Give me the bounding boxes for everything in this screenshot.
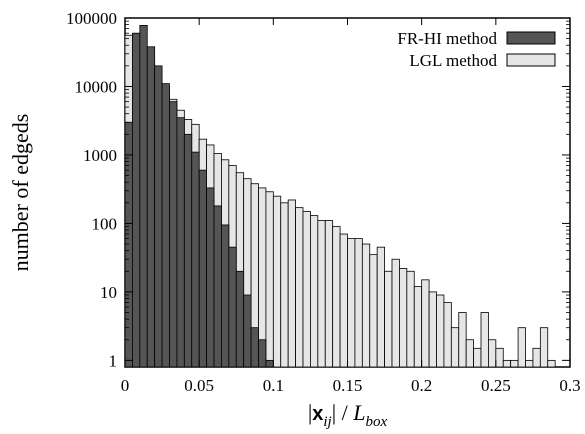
bar-lgl — [369, 254, 378, 368]
bar-lgl — [547, 359, 556, 368]
bar-lgl — [391, 258, 400, 368]
bar-fr-hi — [146, 46, 156, 368]
bar-lgl — [339, 233, 348, 368]
bar-lgl — [413, 286, 423, 368]
bar-lgl — [354, 238, 363, 368]
bar-lgl — [272, 195, 282, 368]
x-tick-label: 0.3 — [559, 376, 580, 395]
bar-fr-hi — [198, 169, 207, 368]
bar-fr-hi — [139, 24, 148, 368]
bar-lgl — [480, 312, 489, 368]
bar-lgl — [310, 215, 319, 368]
bar-lgl — [450, 327, 460, 368]
bar-fr-hi — [258, 339, 267, 368]
x-tick-label: 0.25 — [481, 376, 511, 395]
legend-label-fr-hi: FR-HI method — [397, 29, 497, 48]
bar-fr-hi — [250, 327, 259, 368]
bar-lgl — [295, 207, 304, 368]
bars-layer — [124, 24, 556, 368]
bar-lgl — [324, 220, 334, 368]
legend-swatch-lgl — [506, 53, 556, 67]
bar-lgl — [265, 191, 274, 368]
bar-fr-hi — [124, 121, 133, 368]
bar-lgl — [465, 339, 474, 368]
bar-lgl — [421, 279, 430, 368]
bar-fr-hi — [235, 270, 245, 368]
y-tick-label: 10 — [100, 283, 117, 302]
bar-fr-hi — [228, 246, 237, 368]
bar-fr-hi — [265, 359, 274, 368]
bar-lgl — [458, 312, 467, 368]
bar-lgl — [399, 268, 408, 368]
bar-fr-hi — [132, 32, 141, 368]
y-tick-label: 100000 — [66, 9, 117, 28]
bar-lgl — [406, 270, 415, 368]
bar-lgl — [428, 291, 437, 368]
x-tick-label: 0 — [121, 376, 130, 395]
bar-lgl — [517, 327, 526, 368]
bar-fr-hi — [191, 151, 200, 368]
bar-lgl — [317, 220, 326, 368]
bar-fr-hi — [169, 101, 178, 368]
ticks-layer: 0 0.05 0.1 0.15 0.2 0.25 0.3 1 10 100 1000 10000 100… — [66, 9, 581, 395]
bar-lgl — [539, 327, 549, 368]
bar-lgl — [436, 294, 445, 368]
x-axis-label: |xij| / Lbox — [308, 400, 388, 430]
bar-lgl — [510, 359, 519, 368]
bar-lgl — [332, 226, 341, 368]
bar-lgl — [488, 339, 497, 368]
y-tick-label: 10000 — [75, 77, 118, 96]
bar-fr-hi — [183, 133, 193, 368]
bar-lgl — [532, 347, 541, 368]
legend: FR-HI method LGL method — [397, 29, 556, 70]
bar-fr-hi — [221, 224, 230, 368]
legend-label-lgl: LGL method — [409, 51, 497, 70]
bar-lgl — [302, 210, 311, 368]
legend-swatch-fr-hi — [506, 31, 556, 45]
bar-fr-hi — [154, 65, 163, 368]
bar-fr-hi — [161, 83, 170, 368]
bar-lgl — [347, 238, 356, 368]
bar-fr-hi — [243, 294, 252, 368]
bar-lgl — [361, 243, 371, 368]
x-tick-label: 0.05 — [184, 376, 214, 395]
bar-lgl — [495, 347, 504, 368]
bar-lgl — [443, 302, 452, 368]
bar-lgl — [287, 199, 296, 368]
x-tick-label: 0.1 — [263, 376, 284, 395]
y-tick-label: 1000 — [83, 146, 117, 165]
bar-lgl — [502, 359, 512, 368]
bar-fr-hi — [213, 205, 222, 368]
x-tick-label: 0.15 — [333, 376, 363, 395]
bar-lgl — [473, 347, 482, 368]
y-tick-label: 1 — [109, 351, 118, 370]
bar-fr-hi — [176, 117, 185, 368]
y-axis-label: number of edgeds — [8, 114, 33, 272]
x-tick-label: 0.2 — [411, 376, 432, 395]
y-tick-label: 100 — [92, 214, 118, 233]
bar-lgl — [525, 359, 534, 368]
bar-fr-hi — [206, 187, 215, 368]
bar-lgl — [384, 270, 393, 368]
bar-lgl — [376, 246, 385, 368]
bar-lgl — [280, 202, 289, 368]
